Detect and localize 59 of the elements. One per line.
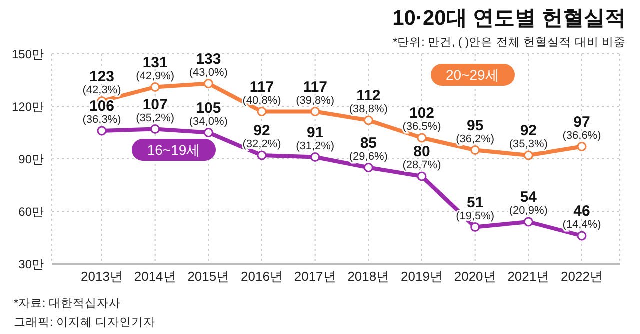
data-label: 117 (40,8%) — [242, 78, 282, 107]
point — [577, 231, 587, 241]
y-tick-label: 120만 — [12, 100, 44, 114]
point — [97, 126, 107, 136]
point — [470, 222, 480, 232]
y-tick-label: 60만 — [18, 204, 44, 219]
x-tick-label: 2019년 — [401, 269, 443, 284]
data-label: 80 (28,7%) — [402, 144, 442, 172]
point — [310, 107, 320, 116]
series-label: 16~19세 — [132, 139, 216, 162]
data-label: 95 (36,2%) — [456, 117, 495, 146]
y-tick-label: 30만 — [18, 257, 44, 272]
y-tick-label: 150만 — [12, 47, 44, 62]
text: 그래픽: 이지혜 디자인기자 — [14, 316, 156, 330]
point — [204, 79, 214, 88]
point — [204, 128, 214, 138]
data-label: 54 (20,9%) — [509, 189, 548, 217]
point — [470, 146, 480, 155]
data-label: 105 (34,0%) — [189, 100, 228, 128]
x-tick-label: 2018년 — [348, 269, 390, 284]
text: 20~29세 — [430, 64, 515, 86]
data-label: 107 (35,2%) — [136, 96, 175, 124]
x-tick-label: 2013년 — [81, 269, 123, 284]
y-tick-label: 90만 — [18, 152, 44, 166]
point — [524, 217, 534, 227]
chart-subtitle: *단위: 만건, ( )안은 전체 헌혈실적 대비 비중 — [393, 36, 626, 50]
data-label: 97 (36,6%) — [562, 114, 602, 142]
point — [364, 163, 374, 172]
data-label: 133 (43,0%) — [189, 50, 228, 79]
point — [364, 116, 374, 126]
x-tick-label: 2015년 — [188, 269, 230, 284]
data-label: 92 (32,2%) — [242, 122, 282, 150]
chart-title: 10·20대 연도별 헌혈실적 — [392, 6, 626, 32]
data-label: 46 (14,4%) — [562, 203, 602, 231]
point — [310, 152, 320, 162]
point — [524, 150, 534, 160]
point — [150, 82, 160, 92]
data-label: 85 (29,6%) — [349, 134, 388, 163]
data-label: 117 (39,8%) — [296, 78, 335, 107]
x-tick-label: 2022년 — [561, 269, 603, 284]
point — [257, 150, 267, 160]
point — [417, 172, 427, 182]
x-tick-label: 2016년 — [241, 269, 283, 284]
x-tick-label: 2014년 — [134, 269, 176, 284]
data-label: 123 (42,3%) — [82, 68, 122, 96]
point — [150, 124, 160, 134]
x-tick-label: 2020년 — [454, 269, 496, 284]
data-label: 131 (42,9%) — [136, 54, 175, 82]
data-label: 102 (36,5%) — [402, 105, 442, 133]
data-label: 91 (31,2%) — [296, 124, 335, 152]
point — [577, 142, 587, 152]
data-label: 106 (36,3%) — [82, 98, 122, 126]
point — [417, 133, 427, 143]
x-tick-label: 2021년 — [508, 269, 550, 284]
data-label: 112 (38,8%) — [349, 88, 388, 116]
text: *자료: 대한적십자사 — [14, 297, 121, 311]
point — [257, 107, 267, 116]
data-label: 92 (35,3%) — [509, 122, 548, 150]
x-tick-label: 2017년 — [294, 269, 336, 284]
